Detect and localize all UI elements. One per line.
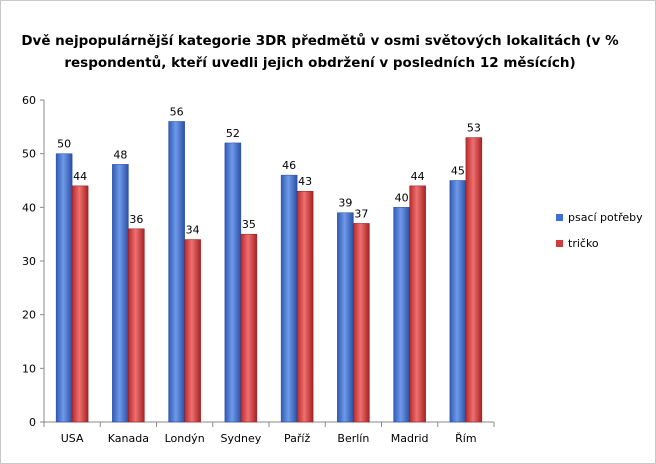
x-tick-label: Madrid — [391, 432, 429, 445]
bar — [168, 121, 185, 423]
bar — [55, 153, 73, 423]
y-tick-label: 50 — [22, 148, 36, 161]
x-tick-label: USA — [61, 432, 84, 445]
bar — [128, 228, 145, 423]
legend: psací potřeby tričko — [556, 211, 643, 250]
data-label: 35 — [242, 218, 256, 231]
y-tick-label: 20 — [22, 309, 36, 322]
data-label: 36 — [129, 213, 143, 226]
x-tick-label: Paříž — [284, 432, 310, 445]
legend-label: tričko — [568, 237, 599, 250]
chart-title: Dvě nejpopulárnější kategorie 3DR předmě… — [21, 33, 619, 71]
data-label: 45 — [451, 165, 465, 178]
y-tick-label: 40 — [22, 201, 36, 214]
data-label: 52 — [226, 127, 240, 140]
y-tick-label: 30 — [22, 255, 36, 268]
bar — [280, 174, 298, 423]
bar — [112, 164, 129, 423]
legend-swatch — [556, 214, 563, 221]
bar — [465, 137, 483, 423]
data-label: 48 — [113, 148, 127, 161]
data-label: 37 — [354, 207, 368, 220]
bar — [353, 223, 370, 423]
x-tick-label: Berlín — [337, 432, 369, 445]
bar — [184, 239, 201, 423]
x-tick-label: Sydney — [221, 432, 262, 445]
y-tick-label: 0 — [29, 416, 36, 429]
bar — [240, 233, 258, 423]
data-label: 44 — [73, 170, 87, 183]
data-label: 46 — [282, 159, 296, 172]
legend-label: psací potřeby — [568, 211, 643, 224]
data-label: 39 — [338, 197, 352, 210]
data-label: 44 — [411, 170, 425, 183]
x-tick-label: Řím — [455, 432, 476, 445]
x-tick-label: Kanada — [108, 432, 149, 445]
bars — [55, 121, 483, 423]
bar — [224, 142, 242, 423]
y-tick-label: 60 — [22, 94, 36, 107]
data-label: 40 — [395, 191, 409, 204]
data-label: 34 — [186, 224, 200, 237]
axes: 0 10 20 30 40 50 60 USA Kanada Londýn Sydney Paříž B… — [22, 94, 495, 445]
bar — [71, 185, 89, 423]
y-tick-label: 10 — [22, 362, 36, 375]
data-label: 53 — [467, 122, 481, 135]
data-label: 50 — [57, 138, 71, 151]
bar — [393, 207, 410, 423]
legend-swatch — [556, 240, 563, 247]
bar — [409, 185, 426, 423]
data-label: 56 — [170, 105, 184, 118]
data-label: 43 — [298, 175, 312, 188]
bar — [337, 212, 354, 423]
x-tick-label: Londýn — [165, 432, 205, 445]
bar — [449, 180, 467, 423]
bar — [296, 190, 314, 423]
